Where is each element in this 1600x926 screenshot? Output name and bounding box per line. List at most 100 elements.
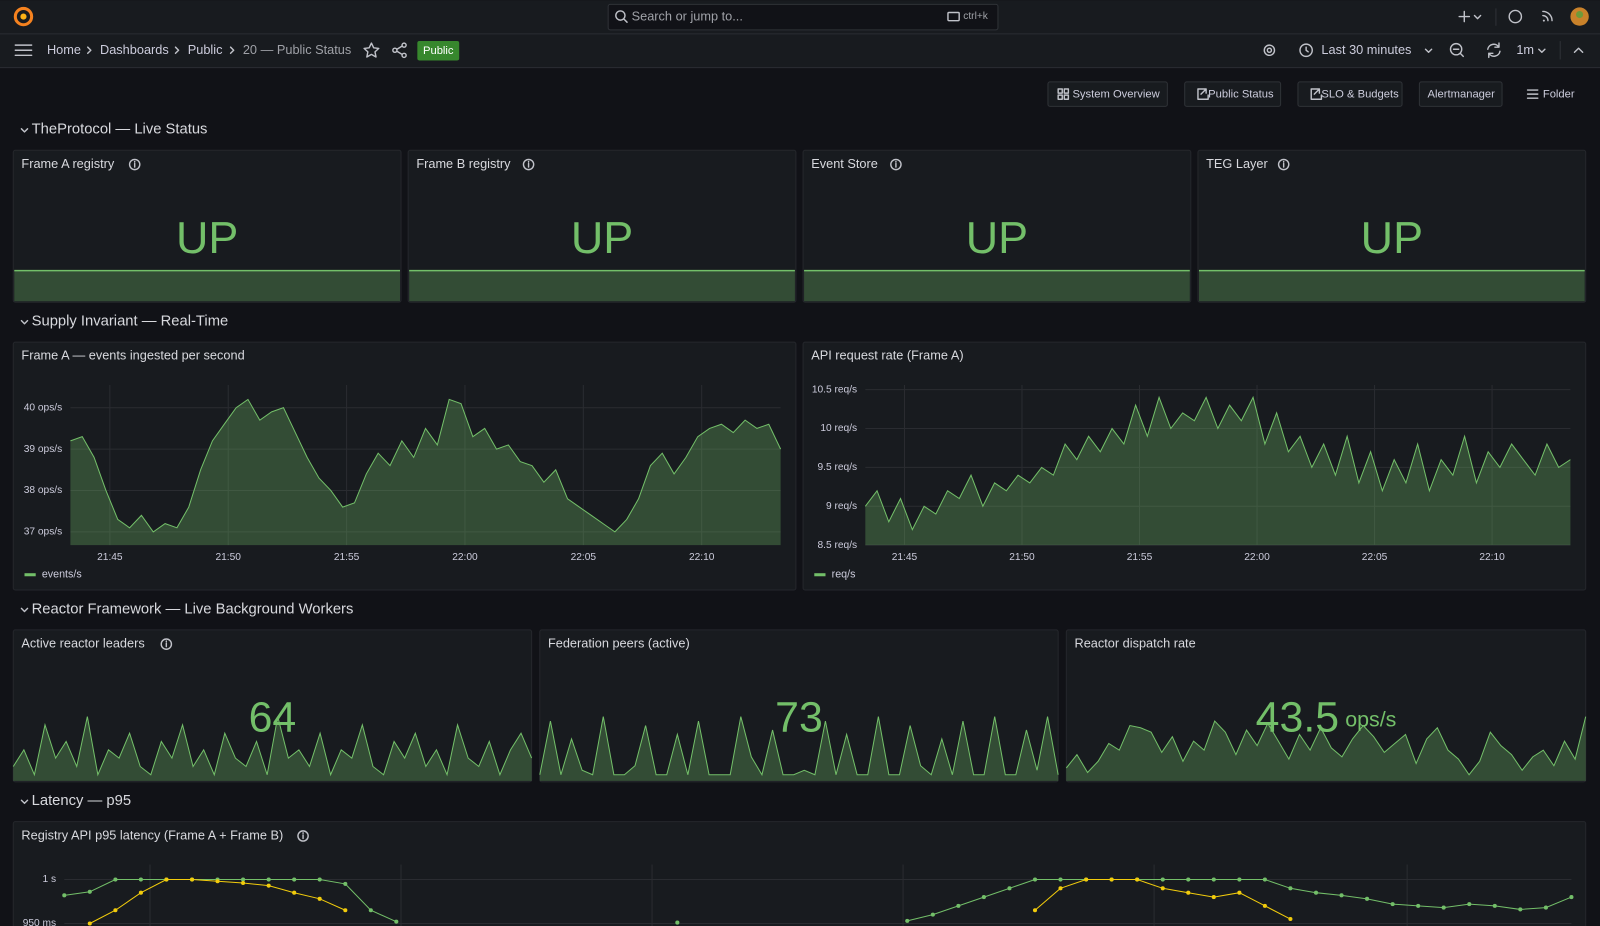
avatar[interactable] [1576, 10, 1584, 19]
link-button[interactable] [1184, 81, 1282, 107]
legend-label[interactable]: req/s [832, 569, 856, 581]
add-chevron[interactable] [1473, 14, 1482, 20]
stat-number: 64 [249, 694, 297, 742]
link-label[interactable]: Alertmanager [1428, 89, 1496, 101]
row-chevron[interactable] [20, 319, 29, 325]
data-point [675, 920, 680, 925]
y-tick-label: 38 ops/s [24, 485, 63, 496]
panel [802, 341, 1587, 591]
info-icon[interactable] [522, 158, 535, 171]
info-icon[interactable] [1277, 158, 1290, 171]
breadcrumb[interactable]: 20 — Public Status [243, 42, 351, 57]
list-icon[interactable] [1526, 89, 1539, 99]
panel [12, 149, 402, 303]
news-icon[interactable] [1542, 19, 1545, 22]
refresh-interval[interactable]: 1m [1516, 42, 1534, 57]
stat-value: UP [571, 212, 633, 263]
x-tick-label: 21:45 [892, 552, 918, 563]
stat-value: 43.5 ops/s [1256, 694, 1397, 742]
time-range[interactable]: Last 30 minutes [1321, 42, 1411, 57]
status-fill [1198, 270, 1585, 302]
tag-label[interactable]: Public [423, 45, 454, 57]
row-title[interactable]: Latency — p95 [32, 793, 131, 809]
series-line [864, 395, 1571, 531]
add-icon[interactable] [1458, 10, 1471, 23]
shortcut: ctrl+k [963, 11, 989, 22]
share-icon[interactable] [401, 42, 407, 48]
info-icon[interactable] [128, 158, 141, 171]
link-label[interactable]: Folder [1543, 89, 1575, 101]
data-point [87, 921, 92, 926]
breadcrumb[interactable]: Home [47, 42, 81, 57]
x-tick-label: 22:10 [1479, 552, 1505, 563]
time-chevron[interactable] [1424, 48, 1433, 54]
status-fill [409, 270, 795, 302]
share-icon[interactable] [392, 47, 398, 54]
logo[interactable] [13, 6, 34, 27]
settings-icon[interactable] [1266, 47, 1273, 54]
search-icon [623, 18, 628, 23]
clock-icon[interactable] [1299, 43, 1313, 58]
external-icon[interactable] [1310, 88, 1323, 100]
search-box[interactable] [607, 3, 999, 31]
logo-core[interactable] [20, 13, 27, 20]
star-icon[interactable] [363, 42, 380, 58]
panel-title: Federation peers (active) [548, 635, 690, 650]
link-label[interactable]: SLO & Budgets [1321, 89, 1399, 101]
share-icon[interactable] [401, 52, 407, 59]
help-icon[interactable] [1508, 9, 1523, 24]
status-fill [14, 270, 401, 302]
search-placeholder[interactable]: Search or jump to... [632, 8, 743, 23]
panel [407, 149, 797, 303]
zoom-out-icon[interactable] [1449, 42, 1463, 56]
info-icon[interactable] [297, 830, 309, 842]
sparkline [539, 716, 1059, 777]
zoom-out-icon[interactable] [1452, 48, 1464, 58]
panel-title: Event Store [811, 156, 878, 171]
legend-label[interactable]: events/s [42, 569, 82, 581]
tag[interactable] [417, 41, 460, 61]
panel-title: Active reactor leaders [21, 635, 144, 650]
clock-icon[interactable] [1305, 46, 1309, 53]
keyboard-icon [947, 11, 960, 22]
row-chevron[interactable] [20, 799, 29, 805]
x-tick-label: 22:10 [689, 552, 715, 563]
row-chevron[interactable] [20, 128, 29, 133]
panel [802, 149, 1192, 303]
external-icon[interactable] [1197, 88, 1209, 100]
sparkline [1065, 716, 1587, 776]
link-button[interactable] [1297, 81, 1403, 107]
row-chevron[interactable] [20, 607, 29, 613]
y-tick-label: 39 ops/s [24, 444, 63, 455]
panel [12, 821, 1587, 926]
x-tick-label: 22:05 [571, 552, 597, 563]
dashboard-icon[interactable] [1057, 88, 1070, 100]
menu-icon[interactable] [14, 44, 33, 57]
info-icon[interactable] [890, 158, 902, 171]
y-tick-label: 8.5 req/s [817, 540, 857, 551]
refresh-chevron[interactable] [1538, 48, 1546, 54]
collapse-icon[interactable] [1573, 47, 1584, 54]
logo-ring[interactable] [13, 6, 34, 27]
panel-title: Frame B registry [416, 156, 511, 171]
sparkline [12, 716, 533, 777]
row-title[interactable]: TheProtocol — Live Status [32, 122, 208, 138]
share-icon[interactable] [396, 45, 403, 56]
settings-icon[interactable] [1263, 44, 1276, 57]
breadcrumb[interactable]: Dashboards [100, 42, 169, 57]
link-button[interactable] [1418, 81, 1503, 107]
info-icon[interactable] [160, 638, 173, 650]
link-button[interactable] [1047, 81, 1168, 107]
link-label[interactable]: Public Status [1208, 89, 1274, 101]
panel-title: Frame A — events ingested per second [21, 348, 244, 363]
x-tick-label: 21:55 [334, 552, 360, 563]
refresh-icon[interactable] [1487, 42, 1501, 59]
row-title[interactable]: Reactor Framework — Live Background Work… [32, 601, 354, 617]
x-tick-label: 22:00 [452, 552, 478, 563]
row-title[interactable]: Supply Invariant — Real-Time [32, 314, 229, 330]
news-icon[interactable] [1542, 10, 1553, 22]
link-label[interactable]: System Overview [1072, 89, 1160, 101]
breadcrumb[interactable]: Public [188, 42, 223, 57]
